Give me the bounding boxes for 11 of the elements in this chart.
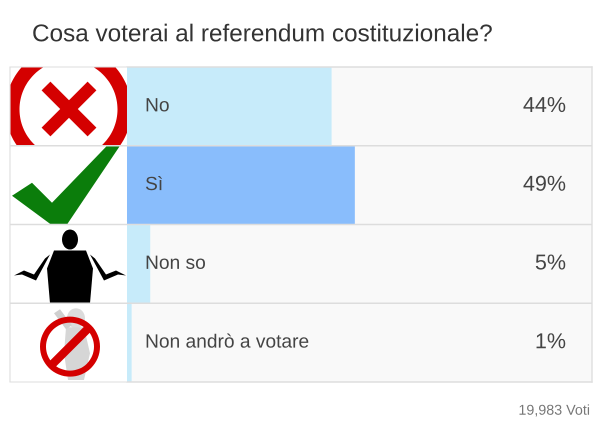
- y-tick-label: Non so: [146, 256, 205, 270]
- y-tick-label: Sì: [146, 176, 162, 190]
- bar: [127, 146, 355, 224]
- data-label: 49%: [523, 176, 566, 191]
- text: 19,983 Voti: [520, 404, 590, 417]
- y-tick-label: No: [146, 98, 169, 112]
- data-label: 44%: [523, 97, 566, 112]
- data-label: 5%: [536, 254, 566, 270]
- chart-title: Cosa voterai al referendum costituzionale?: [33, 24, 492, 42]
- y-tick-label: Non andrò a votare: [146, 333, 308, 348]
- data-label: 1%: [536, 333, 566, 348]
